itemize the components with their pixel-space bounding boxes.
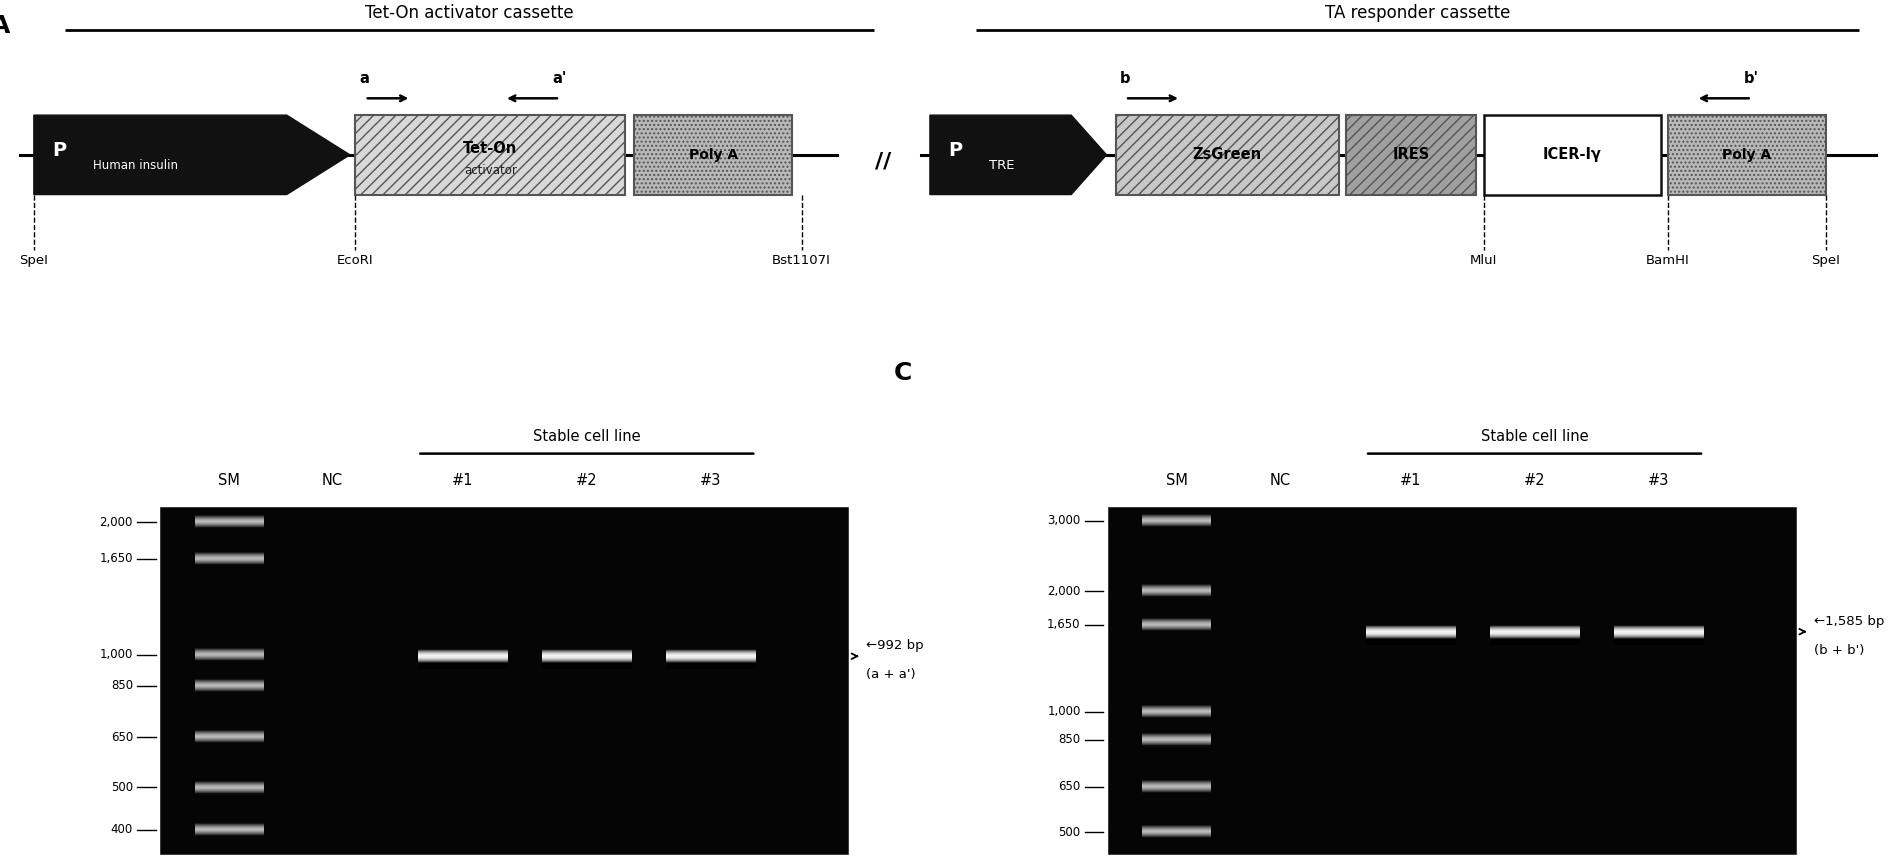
Text: P: P xyxy=(53,141,66,160)
Polygon shape xyxy=(34,115,349,194)
Text: 650: 650 xyxy=(1059,780,1081,793)
Text: TRE: TRE xyxy=(990,159,1015,172)
Text: #2: #2 xyxy=(577,473,598,488)
Text: SpeI: SpeI xyxy=(19,254,47,267)
Text: a: a xyxy=(360,71,370,86)
Text: a': a' xyxy=(552,71,567,86)
Text: Tet-On activator cassette: Tet-On activator cassette xyxy=(366,4,575,22)
Bar xyxy=(1115,115,1339,194)
Text: 850: 850 xyxy=(110,680,133,693)
Text: Stable cell line: Stable cell line xyxy=(1482,429,1588,444)
Text: IRES: IRES xyxy=(1392,148,1430,162)
Bar xyxy=(1483,115,1660,194)
Text: Bst1107I: Bst1107I xyxy=(772,254,831,267)
Text: ICER-Iγ: ICER-Iγ xyxy=(1542,148,1601,162)
Bar xyxy=(1108,508,1796,854)
Polygon shape xyxy=(930,115,1106,194)
Text: Poly A: Poly A xyxy=(1722,148,1772,161)
Bar xyxy=(1347,115,1476,194)
Text: b': b' xyxy=(1743,71,1759,86)
Text: 2,000: 2,000 xyxy=(1047,585,1081,598)
Text: 650: 650 xyxy=(110,731,133,744)
Text: SM: SM xyxy=(1167,473,1188,488)
Text: b: b xyxy=(1119,71,1131,86)
Text: SM: SM xyxy=(218,473,239,488)
Text: C: C xyxy=(893,361,912,385)
Text: 500: 500 xyxy=(110,781,133,794)
Text: #1: #1 xyxy=(1400,473,1421,488)
Text: #2: #2 xyxy=(1523,473,1546,488)
Text: SpeI: SpeI xyxy=(1812,254,1840,267)
Text: ZsGreen: ZsGreen xyxy=(1193,148,1262,162)
Text: A: A xyxy=(0,14,11,38)
Bar xyxy=(159,508,848,854)
Text: NC: NC xyxy=(1269,473,1290,488)
Text: Human insulin: Human insulin xyxy=(93,159,178,172)
Bar xyxy=(1667,115,1827,194)
Bar xyxy=(634,115,793,194)
Text: ←1,585 bp: ←1,585 bp xyxy=(1814,615,1884,628)
Text: P: P xyxy=(948,141,962,160)
Text: 2,000: 2,000 xyxy=(99,516,133,529)
Text: 1,000: 1,000 xyxy=(1047,705,1081,718)
Text: activator: activator xyxy=(463,163,516,176)
Text: Poly A: Poly A xyxy=(689,148,738,161)
Text: 1,650: 1,650 xyxy=(99,552,133,565)
Text: 1,650: 1,650 xyxy=(1047,618,1081,631)
Text: Tet-On: Tet-On xyxy=(463,141,518,156)
Bar xyxy=(355,115,624,194)
Text: TA responder cassette: TA responder cassette xyxy=(1326,4,1510,22)
Text: #3: #3 xyxy=(700,473,721,488)
Text: #3: #3 xyxy=(1648,473,1669,488)
Text: Stable cell line: Stable cell line xyxy=(533,429,641,444)
Text: (b + b'): (b + b') xyxy=(1814,644,1865,657)
Text: 500: 500 xyxy=(1059,825,1081,838)
Text: 1,000: 1,000 xyxy=(99,648,133,661)
Text: ←992 bp: ←992 bp xyxy=(867,640,924,653)
Text: 400: 400 xyxy=(110,824,133,837)
Text: 3,000: 3,000 xyxy=(1047,514,1081,527)
Text: (a + a'): (a + a') xyxy=(867,668,916,681)
Text: BamHI: BamHI xyxy=(1647,254,1690,267)
Text: #1: #1 xyxy=(451,473,474,488)
Text: //: // xyxy=(875,152,892,172)
Text: EcoRI: EcoRI xyxy=(338,254,374,267)
Text: MluI: MluI xyxy=(1470,254,1497,267)
Text: NC: NC xyxy=(322,473,343,488)
Text: 850: 850 xyxy=(1059,733,1081,746)
